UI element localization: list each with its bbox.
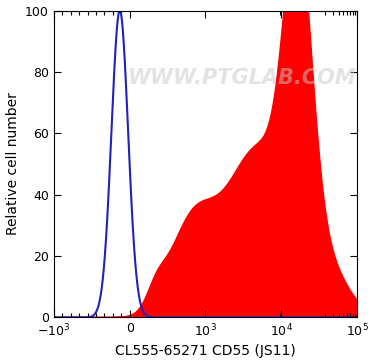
- Y-axis label: Relative cell number: Relative cell number: [6, 92, 19, 236]
- Text: WWW.PTGLAB.COM: WWW.PTGLAB.COM: [128, 68, 356, 88]
- X-axis label: CL555-65271 CD55 (JS11): CL555-65271 CD55 (JS11): [115, 344, 296, 359]
